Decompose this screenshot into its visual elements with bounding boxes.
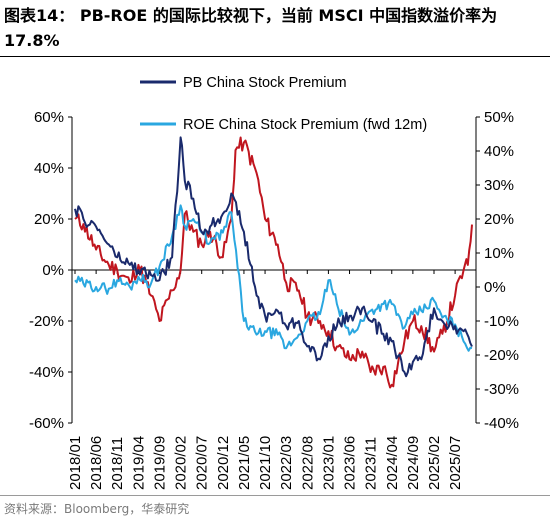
right-tick-label: -10%: [484, 313, 519, 330]
right-tick-label: -40%: [484, 415, 519, 432]
x-tick-label: 2025/02: [426, 436, 443, 490]
right-tick-label: 0%: [484, 279, 506, 296]
x-tick-label: 2018/11: [109, 437, 126, 490]
left-tick-label: -60%: [29, 415, 64, 432]
left-tick-label: 0%: [42, 262, 64, 279]
right-tick-label: 30%: [484, 177, 514, 194]
top-divider: [0, 56, 550, 57]
x-tick-label: 2022/03: [278, 436, 295, 490]
left-tick-label: 60%: [34, 109, 64, 126]
legend-roe-label: ROE China Stock Premium (fwd 12m): [183, 117, 427, 133]
x-tick-label: 2020/12: [215, 436, 232, 490]
right-tick-label: -20%: [484, 347, 519, 364]
right-tick-label: 50%: [484, 109, 514, 126]
x-tick-label: 2024/04: [384, 436, 401, 490]
left-tick-label: 40%: [34, 160, 64, 177]
x-tick-label: 2023/11: [363, 437, 380, 490]
x-tick-label: 2018/01: [67, 436, 84, 490]
chart-plot: 60% 40% 20% 0% -20% -40% -60% 50% 40% 30% 20% 10% 0%…: [29, 75, 519, 490]
x-tick-label: 2020/07: [194, 436, 211, 490]
chart-title: 图表14： PB-ROE 的国际比较视下，当前 MSCI 中国指数溢价率为 17…: [4, 6, 498, 50]
x-tick-label: 2022/08: [299, 436, 316, 490]
x-tick-label: 2021/05: [236, 436, 253, 490]
series-line-roe: [74, 204, 473, 352]
series-line-red: [74, 136, 473, 389]
left-tick-label: -40%: [29, 364, 64, 381]
left-tick-label: 20%: [34, 211, 64, 228]
x-tick-label: 2023/01: [320, 436, 337, 490]
x-tick-label: 2019/04: [130, 436, 147, 490]
source-note: 资料来源：Bloomberg，华泰研究: [4, 502, 190, 516]
right-tick-label: -30%: [484, 381, 519, 398]
series-line-pb: [74, 136, 473, 378]
right-tick-label: 40%: [484, 143, 514, 160]
x-tick-label: 2018/06: [88, 436, 105, 490]
right-tick-label: 20%: [484, 211, 514, 228]
x-tick-label: 2024/09: [405, 436, 422, 490]
legend-pb-label: PB China Stock Premium: [183, 75, 347, 91]
x-tick-label: 2019/09: [151, 436, 168, 490]
x-tick-label: 2020/02: [173, 436, 190, 490]
x-tick-label: 2023/06: [342, 436, 359, 490]
left-tick-label: -20%: [29, 313, 64, 330]
bottom-divider: [0, 495, 550, 496]
x-tick-label: 2021/10: [257, 436, 274, 490]
x-tick-label: 2025/07: [447, 436, 464, 490]
right-tick-label: 10%: [484, 245, 514, 262]
